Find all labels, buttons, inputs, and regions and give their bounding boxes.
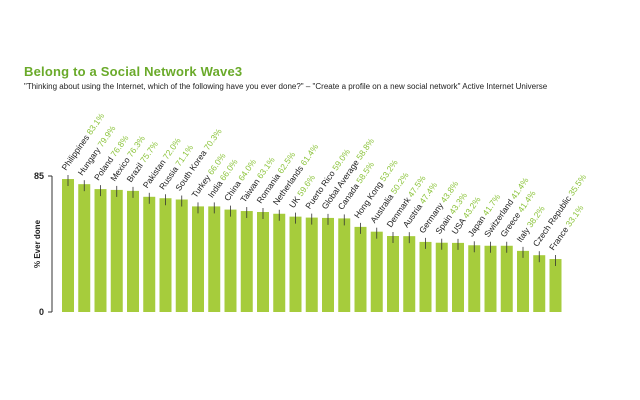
axes: 85 0 % Ever done bbox=[33, 171, 53, 317]
bars bbox=[62, 175, 562, 312]
y-axis-title: % Ever done bbox=[33, 219, 42, 268]
bar bbox=[159, 198, 172, 312]
bar bbox=[305, 217, 318, 312]
bar bbox=[403, 236, 416, 312]
bar bbox=[452, 242, 464, 312]
bar bbox=[62, 179, 74, 312]
y-tick-label: 85 bbox=[34, 171, 44, 181]
bar bbox=[484, 245, 497, 312]
bar bbox=[370, 231, 383, 312]
chart-title: Belong to a Social Network Wave3 bbox=[24, 64, 243, 79]
bar bbox=[533, 255, 546, 312]
bar bbox=[500, 245, 513, 312]
bar bbox=[549, 259, 562, 312]
bar bbox=[517, 250, 529, 312]
bar bbox=[208, 206, 221, 312]
bar bbox=[224, 209, 237, 312]
bar bbox=[240, 211, 253, 312]
bar bbox=[192, 206, 204, 312]
bar bbox=[257, 212, 269, 312]
chart-subtitle: "Thinking about using the Internet, whic… bbox=[24, 82, 548, 91]
bar bbox=[78, 184, 91, 312]
value-label: 58.8% bbox=[354, 136, 376, 162]
bar bbox=[273, 213, 286, 312]
bar bbox=[435, 242, 448, 312]
bar bbox=[387, 236, 399, 312]
value-label: 35.5% bbox=[566, 172, 588, 198]
value-label: 70.3% bbox=[202, 126, 224, 152]
bar bbox=[127, 190, 139, 312]
bar bbox=[143, 196, 156, 312]
y-tick-label: 0 bbox=[39, 307, 44, 317]
bar bbox=[322, 217, 334, 312]
bar bbox=[289, 216, 302, 312]
bar bbox=[354, 226, 367, 312]
bar bbox=[338, 218, 351, 312]
bar bbox=[175, 199, 188, 312]
bar bbox=[468, 245, 481, 312]
value-label: 61.4% bbox=[298, 142, 320, 168]
bar bbox=[110, 189, 123, 312]
bar bbox=[94, 189, 107, 312]
bar bbox=[419, 241, 432, 312]
